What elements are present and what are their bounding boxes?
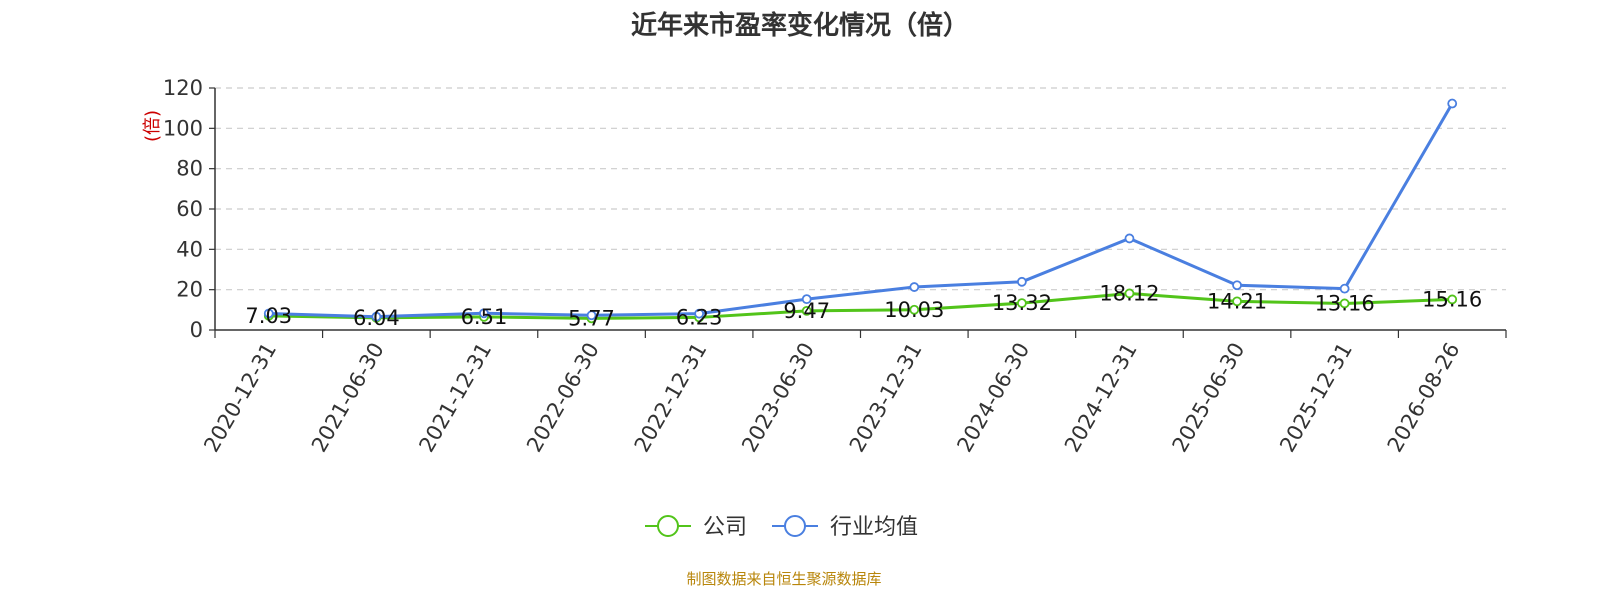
y-tick-label: 80 — [176, 157, 203, 181]
data-point — [801, 306, 812, 316]
x-tick-label: 2025-06-30 — [1168, 339, 1250, 457]
y-tick-label: 20 — [176, 278, 203, 302]
x-tick-label: 2020-12-31 — [199, 339, 281, 457]
data-point — [1016, 276, 1027, 287]
data-point — [694, 308, 705, 319]
x-tick-label: 2025-12-31 — [1275, 339, 1357, 457]
data-label: 10.03 — [884, 298, 944, 322]
x-tick-label: 2021-12-31 — [414, 339, 496, 457]
series-industry-average — [263, 98, 1458, 322]
data-label: 13.32 — [992, 291, 1052, 315]
data-point — [1016, 298, 1027, 309]
x-tick-label: 2023-06-30 — [737, 339, 819, 457]
legend-item-industry-average[interactable]: 行业均值 — [772, 515, 918, 540]
data-point — [1124, 288, 1135, 299]
data-point — [586, 310, 597, 321]
data-label: 7.03 — [245, 304, 292, 328]
legend[interactable]: 公司 行业均值 — [645, 515, 918, 540]
chart-title: 近年来市盈率变化情况（倍） — [631, 10, 969, 41]
x-tick-label: 2024-12-31 — [1060, 339, 1142, 457]
data-point — [909, 282, 920, 292]
data-label: 14.21 — [1207, 289, 1267, 313]
y-tick-label: 40 — [176, 237, 203, 261]
data-point — [371, 311, 382, 322]
axes: 0 20 40 60 80 100 120 2020-12-31 2021-06-30 2021-… — [163, 76, 1507, 457]
data-label: 6.04 — [353, 306, 400, 330]
y-tick-label: 0 — [190, 318, 203, 342]
data-label: 15.16 — [1422, 287, 1482, 311]
data-point — [479, 308, 489, 319]
y-tick-label: 120 — [163, 76, 203, 100]
legend-marker — [657, 515, 679, 537]
data-label: 18.12 — [1099, 281, 1159, 305]
data-point — [1232, 296, 1242, 307]
data-point — [263, 308, 274, 319]
data-labels: 7.03 6.04 6.51 5.77 6.23 9.47 10.03 13.32 18.12 1… — [245, 281, 1482, 330]
series-line — [268, 102, 1454, 319]
y-tick-label: 60 — [176, 197, 203, 221]
data-point — [909, 304, 920, 315]
data-point — [1447, 98, 1458, 109]
x-tick-label: 2024-06-30 — [952, 339, 1034, 457]
grid-lines — [215, 87, 1506, 291]
y-tick-label: 100 — [163, 116, 203, 140]
x-tick-label: 2026-08-26 — [1383, 339, 1465, 457]
legend-item-company[interactable]: 公司 — [645, 515, 747, 540]
data-point — [1447, 294, 1458, 305]
y-axis-label: (倍) — [142, 110, 163, 142]
data-point — [1232, 280, 1242, 291]
legend-marker — [784, 515, 806, 537]
legend-label: 行业均值 — [830, 515, 918, 540]
data-label: 6.23 — [676, 305, 723, 329]
data-label: 5.77 — [568, 306, 615, 330]
x-tick-label: 2022-06-30 — [522, 339, 604, 457]
data-label: 9.47 — [783, 299, 830, 323]
series-line — [268, 291, 1453, 320]
series-layer — [263, 98, 1458, 324]
data-label: 13.16 — [1315, 291, 1375, 315]
x-tick-label: 2023-12-31 — [845, 339, 927, 457]
data-point — [1339, 298, 1350, 309]
data-point — [1124, 233, 1135, 244]
data-point — [1339, 283, 1350, 294]
data-label: 6.51 — [461, 305, 508, 329]
legend-label: 公司 — [703, 515, 747, 540]
x-tick-label: 2021-06-30 — [307, 339, 389, 457]
data-point — [801, 294, 812, 305]
x-tick-label: 2022-12-31 — [630, 339, 712, 457]
source-note: 制图数据来自恒生聚源数据库 — [686, 570, 881, 588]
